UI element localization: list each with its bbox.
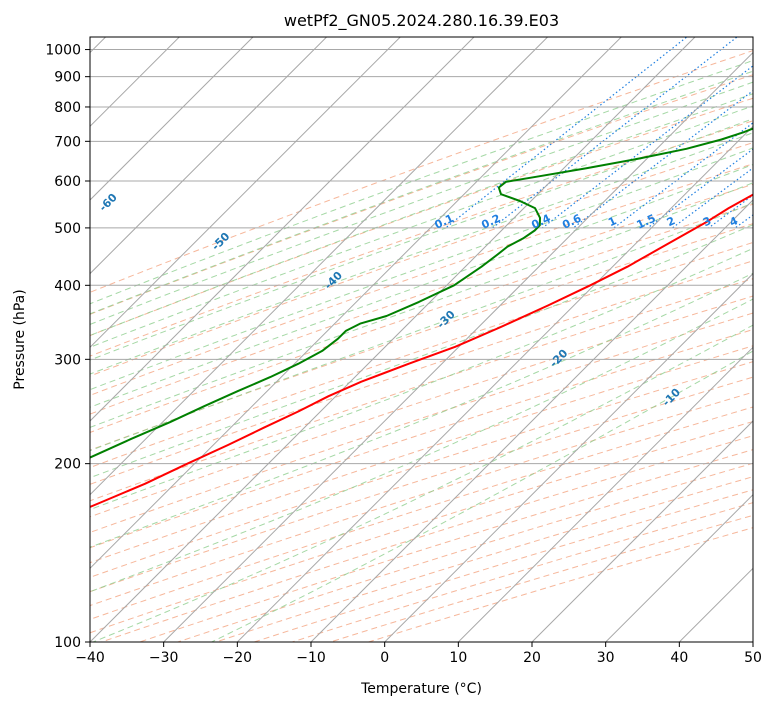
x-tick-label: 0 bbox=[380, 650, 389, 666]
dry-adiabat-line bbox=[90, 241, 753, 469]
dry-adiabat-line bbox=[90, 163, 753, 396]
isotherm-line bbox=[531, 420, 753, 642]
isotherm-line bbox=[90, 37, 402, 349]
isotherms bbox=[90, 37, 753, 642]
isobars bbox=[90, 49, 753, 642]
plot-frame bbox=[89, 36, 754, 643]
isotherm-line bbox=[162, 51, 753, 642]
isotherm-line bbox=[90, 37, 696, 642]
x-tick-label: −10 bbox=[296, 650, 326, 666]
y-tick-label: 500 bbox=[54, 221, 81, 237]
plot-area: 0.10.20.40.611.52346810131620253036-100-… bbox=[90, 37, 753, 642]
y-tick-label: 100 bbox=[54, 635, 81, 651]
chart-title: wetPf2_GN05.2024.280.16.39.E03 bbox=[284, 11, 559, 31]
y-tick-label: 800 bbox=[54, 100, 81, 116]
y-tick-label: 1000 bbox=[45, 43, 81, 59]
x-tick-label: −20 bbox=[223, 650, 253, 666]
dry-adiabat-line bbox=[90, 361, 753, 578]
x-tick-label: 20 bbox=[523, 650, 541, 666]
dry-adiabat-line bbox=[90, 260, 753, 485]
isotherm-line bbox=[383, 272, 753, 642]
x-tick-label: 30 bbox=[597, 650, 615, 666]
y-tick-label: 300 bbox=[54, 352, 81, 368]
x-tick-label: 10 bbox=[449, 650, 467, 666]
x-tick-label: −30 bbox=[149, 650, 179, 666]
isotherm-line bbox=[310, 199, 753, 642]
y-axis-label: Pressure (hPa) bbox=[12, 289, 28, 389]
temperature-profile-line bbox=[90, 193, 753, 509]
dry-adiabat-line bbox=[90, 142, 753, 377]
isotherm-line bbox=[90, 37, 475, 422]
sounding-series bbox=[90, 127, 753, 509]
y-tick-label: 900 bbox=[54, 70, 81, 86]
dry-adiabat-line bbox=[90, 50, 753, 293]
dry-adiabat-line bbox=[90, 391, 753, 607]
moist-adiabat-line bbox=[90, 247, 753, 511]
x-tick-label: 40 bbox=[670, 650, 688, 666]
moist-adiabat-line bbox=[90, 202, 753, 452]
isotherm-line bbox=[90, 37, 328, 275]
dewpoint-profile-line bbox=[90, 127, 753, 459]
isotherm-line bbox=[90, 37, 549, 496]
dry-adiabats bbox=[90, 50, 753, 642]
dry-adiabat-line bbox=[90, 295, 753, 518]
y-tick-label: 200 bbox=[54, 457, 81, 473]
isotherm-line bbox=[90, 37, 623, 570]
dry-adiabat-line bbox=[90, 329, 753, 549]
isotherm-line bbox=[604, 493, 753, 642]
x-tick-label: −40 bbox=[75, 650, 105, 666]
dry-adiabat-line bbox=[90, 203, 753, 433]
y-tick-label: 600 bbox=[54, 174, 81, 190]
y-tick-label: 400 bbox=[54, 278, 81, 294]
y-tick-label: 700 bbox=[54, 134, 81, 150]
dry-adiabat-line bbox=[90, 120, 753, 357]
x-axis-ticks: −40 −30 −20 −10 0 10 20 30 40 50 bbox=[75, 642, 762, 666]
isotherm-line bbox=[457, 346, 753, 642]
moist-adiabat-line bbox=[90, 224, 753, 479]
x-axis-label: Temperature (°C) bbox=[360, 681, 482, 697]
x-tick-label: 50 bbox=[744, 650, 762, 666]
isotherm-line bbox=[90, 37, 254, 201]
y-axis-ticks: 1000 900 800 700 600 500 400 300 200 100 bbox=[45, 43, 90, 651]
